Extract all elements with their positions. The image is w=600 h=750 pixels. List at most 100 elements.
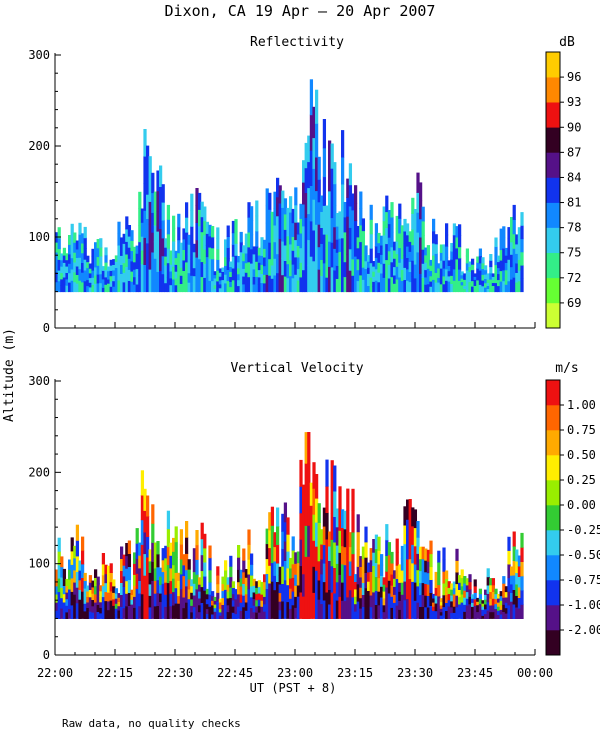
data-column: [153, 208, 158, 226]
data-column: [65, 605, 69, 613]
data-column: [507, 280, 511, 293]
data-column: [354, 202, 358, 222]
data-column: [211, 595, 215, 601]
data-column: [221, 267, 225, 272]
data-column: [125, 228, 129, 242]
data-column: [359, 258, 363, 276]
data-column: [125, 605, 129, 619]
data-column: [343, 510, 347, 530]
data-column: [398, 232, 402, 249]
data-column: [473, 598, 477, 606]
data-column: [296, 585, 301, 597]
data-column: [156, 231, 160, 252]
data-column: [411, 544, 415, 564]
data-column: [260, 273, 264, 284]
data-column: [78, 257, 82, 270]
data-column: [242, 245, 246, 254]
data-column: [156, 170, 160, 192]
data-column: [354, 238, 358, 257]
data-column: [429, 270, 433, 277]
data-column: [161, 184, 165, 203]
data-column: [205, 588, 210, 595]
data-column: [148, 572, 152, 585]
data-column: [96, 265, 100, 275]
data-column: [507, 259, 511, 271]
data-column: [515, 272, 519, 283]
data-column: [268, 192, 272, 210]
data-column: [104, 247, 108, 256]
data-column: [263, 574, 267, 583]
data-column: [426, 283, 431, 293]
data-column: [252, 284, 256, 293]
data-column: [421, 570, 425, 584]
data-column: [468, 276, 472, 283]
data-column: [320, 243, 324, 260]
data-column: [156, 566, 160, 581]
data-column: [101, 553, 106, 565]
data-column: [494, 593, 498, 600]
data-column: [481, 603, 485, 607]
data-column: [174, 250, 178, 259]
data-column: [512, 546, 516, 561]
data-column: [426, 245, 431, 254]
data-column: [315, 190, 319, 225]
data-column: [458, 575, 462, 583]
data-column: [229, 286, 233, 293]
data-column: [218, 598, 223, 603]
data-column: [185, 537, 189, 554]
data-column: [426, 549, 431, 562]
data-column: [146, 516, 150, 537]
data-column: [398, 203, 402, 219]
data-column: [315, 570, 319, 595]
data-column: [182, 586, 186, 598]
data-column: [455, 258, 459, 271]
data-column: [221, 597, 225, 605]
data-column: [250, 234, 254, 250]
data-column: [486, 601, 490, 611]
data-column: [234, 594, 238, 600]
data-column: [101, 563, 106, 576]
data-column: [231, 606, 236, 613]
data-column: [239, 241, 243, 253]
data-column: [140, 250, 145, 265]
data-column: [432, 593, 436, 599]
data-column: [510, 575, 514, 585]
data-column: [445, 234, 449, 247]
data-column: [432, 602, 436, 607]
data-column: [276, 215, 280, 236]
data-column: [172, 266, 176, 280]
data-column: [224, 579, 228, 590]
x-tick-label: 23:00: [277, 666, 313, 680]
data-column: [205, 268, 210, 281]
data-column: [169, 555, 173, 569]
data-column: [486, 273, 490, 277]
data-column: [309, 573, 314, 597]
data-column: [325, 512, 329, 540]
data-column: [286, 235, 290, 251]
data-column: [62, 610, 67, 619]
data-column: [512, 233, 516, 249]
data-column: [338, 486, 342, 509]
data-column: [387, 567, 392, 581]
data-column: [489, 285, 493, 293]
colorbar-unit: m/s: [555, 361, 578, 376]
data-column: [413, 250, 418, 265]
data-column: [471, 598, 475, 603]
data-column: [437, 595, 441, 608]
data-column: [195, 574, 199, 590]
data-column: [242, 583, 246, 596]
data-column: [148, 156, 152, 180]
data-column: [133, 246, 137, 255]
data-column: [364, 541, 368, 558]
data-column: [68, 282, 72, 293]
data-column: [442, 268, 446, 277]
data-column: [343, 217, 347, 233]
colorbar-swatch: [546, 227, 560, 253]
data-column: [96, 274, 100, 284]
data-column: [211, 226, 215, 238]
data-column: [286, 207, 290, 223]
data-column: [185, 202, 189, 218]
data-column: [205, 608, 210, 614]
data-column: [294, 222, 298, 241]
data-column: [478, 608, 483, 615]
